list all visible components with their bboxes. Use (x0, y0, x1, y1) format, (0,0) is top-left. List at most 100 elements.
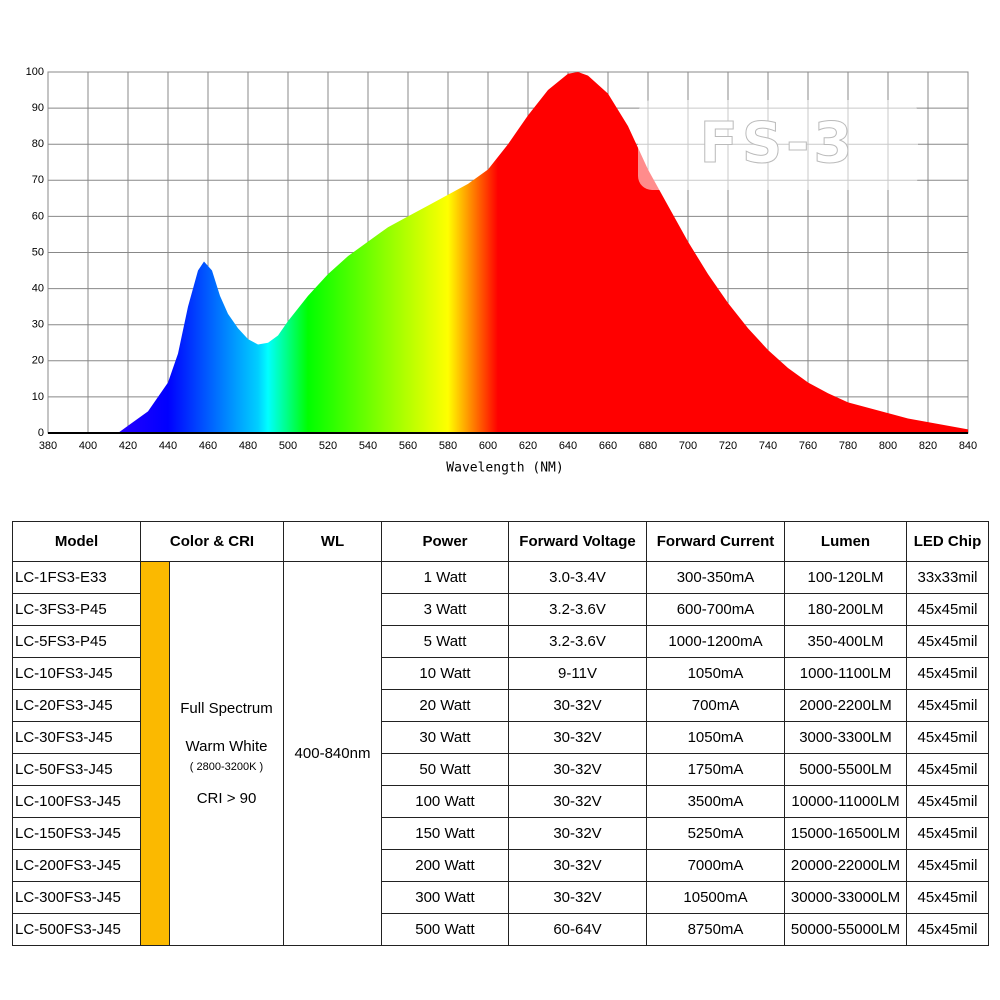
cell: 2000-2200LM (784, 689, 907, 722)
x-tick-label: 700 (679, 440, 697, 452)
cell: 3000-3300LM (784, 721, 907, 754)
cell: 45x45mil (906, 593, 989, 626)
cell: 100 Watt (381, 785, 509, 818)
x-tick-label: 760 (799, 440, 817, 452)
table-row: LC-10FS3-J45 10 Watt 9-11V 1050mA 1000-1100L… (12, 657, 989, 690)
x-tick-label: 820 (919, 440, 937, 452)
y-tick-label: 10 (32, 391, 44, 403)
y-tick-label: 90 (32, 102, 44, 114)
chart: Wavelength (NM) 0 10 20 30 40 50 60 70 80 90 100 38… (26, 66, 978, 476)
x-tick-label: 720 (719, 440, 737, 452)
cell: 50000-55000LM (784, 913, 907, 946)
cell: 350-400LM (784, 625, 907, 658)
cell: 30 Watt (381, 721, 509, 754)
cell: 30-32V (508, 753, 647, 786)
cell: 5000-5500LM (784, 753, 907, 786)
cell: 45x45mil (906, 881, 989, 914)
y-tick-label: 0 (38, 427, 44, 439)
cell: 10 Watt (381, 657, 509, 690)
cell: 45x45mil (906, 657, 989, 690)
y-tick-label: 40 (32, 283, 44, 295)
x-tick-label: 800 (879, 440, 897, 452)
x-tick-label: 420 (119, 440, 137, 452)
cell: 3.0-3.4V (508, 561, 647, 594)
x-tick-label: 660 (599, 440, 617, 452)
wl-cell: 400-840nm (283, 561, 382, 946)
cell: 45x45mil (906, 913, 989, 946)
cell: 33x33mil (906, 561, 989, 594)
color-swatch (140, 561, 170, 946)
cell: LC-50FS3-J45 (12, 753, 141, 786)
watermark: FS-3 (700, 111, 857, 176)
header-cell: WL (283, 521, 382, 562)
cell: 1050mA (646, 721, 785, 754)
spec-table: Model Color & CRI WL Power Forward Voltage Fo… (12, 521, 989, 946)
x-tick-label: 600 (479, 440, 497, 452)
x-axis-label: Wavelength (NM) (446, 461, 563, 476)
y-tick-label: 20 (32, 355, 44, 367)
cell: 200 Watt (381, 849, 509, 882)
table-row: LC-3FS3-P45 3 Watt 3.2-3.6V 600-700mA 180-20… (12, 593, 989, 626)
cell: 8750mA (646, 913, 785, 946)
cell: 3 Watt (381, 593, 509, 626)
cri-line: Warm White (185, 737, 268, 755)
x-tick-label: 840 (959, 440, 977, 452)
cell: 30-32V (508, 785, 647, 818)
cell: 7000mA (646, 849, 785, 882)
cell: LC-3FS3-P45 (12, 593, 141, 626)
cell: 10500mA (646, 881, 785, 914)
cell: 180-200LM (784, 593, 907, 626)
cell: 150 Watt (381, 817, 509, 850)
cell: LC-300FS3-J45 (12, 881, 141, 914)
header-cell: LED Chip (906, 521, 989, 562)
cell: 5250mA (646, 817, 785, 850)
x-tick-label: 520 (319, 440, 337, 452)
x-tick-label: 440 (159, 440, 177, 452)
cell: LC-20FS3-J45 (12, 689, 141, 722)
cell: 30-32V (508, 689, 647, 722)
cell: 20000-22000LM (784, 849, 907, 882)
cell: 300 Watt (381, 881, 509, 914)
y-tick-label: 80 (32, 138, 44, 150)
cell: 1 Watt (381, 561, 509, 594)
cell: 45x45mil (906, 817, 989, 850)
x-tick-label: 680 (639, 440, 657, 452)
x-tick-label: 460 (199, 440, 217, 452)
cri-line: CRI > 90 (196, 789, 257, 807)
header-cell: Lumen (784, 521, 907, 562)
table-row: LC-100FS3-J45 100 Watt 30-32V 3500mA 10000-1… (12, 785, 989, 818)
cell: 20 Watt (381, 689, 509, 722)
cell: 3.2-3.6V (508, 593, 647, 626)
x-tick-label: 400 (79, 440, 97, 452)
cell: LC-100FS3-J45 (12, 785, 141, 818)
cell: 10000-11000LM (784, 785, 907, 818)
x-tick-label: 780 (839, 440, 857, 452)
cell: 60-64V (508, 913, 647, 946)
cell: 30000-33000LM (784, 881, 907, 914)
cell: 3.2-3.6V (508, 625, 647, 658)
y-tick-label: 30 (32, 319, 44, 331)
cell: 45x45mil (906, 721, 989, 754)
x-tick-label: 500 (279, 440, 297, 452)
cell: 1000-1200mA (646, 625, 785, 658)
table-row: LC-150FS3-J45 150 Watt 30-32V 5250mA 15000-1… (12, 817, 989, 850)
color-cri: Full Spectrum Warm White ( 2800-3200K ) CRI… (169, 561, 284, 946)
cell: 45x45mil (906, 849, 989, 882)
cell: 50 Watt (381, 753, 509, 786)
watermark-box (638, 100, 918, 190)
cell: 5 Watt (381, 625, 509, 658)
header-row: Model Color & CRI WL Power Forward Voltage Fo… (12, 521, 989, 562)
table-row: LC-1FS3-E33 Full Spectrum Warm White ( 2800… (12, 561, 989, 946)
table-row: LC-200FS3-J45 200 Watt 30-32V 7000mA 20000-2… (12, 849, 989, 882)
cell: LC-500FS3-J45 (12, 913, 141, 946)
cell: 100-120LM (784, 561, 907, 594)
cell: LC-150FS3-J45 (12, 817, 141, 850)
cell: 30-32V (508, 817, 647, 850)
y-tick-label: 60 (32, 210, 44, 222)
x-tick-label: 540 (359, 440, 377, 452)
cell: 30-32V (508, 721, 647, 754)
table-row: LC-5FS3-P45 5 Watt 3.2-3.6V 1000-1200mA 350-… (12, 625, 989, 658)
cell: LC-10FS3-J45 (12, 657, 141, 690)
x-tick-label: 620 (519, 440, 537, 452)
y-tick-label: 50 (32, 246, 44, 258)
